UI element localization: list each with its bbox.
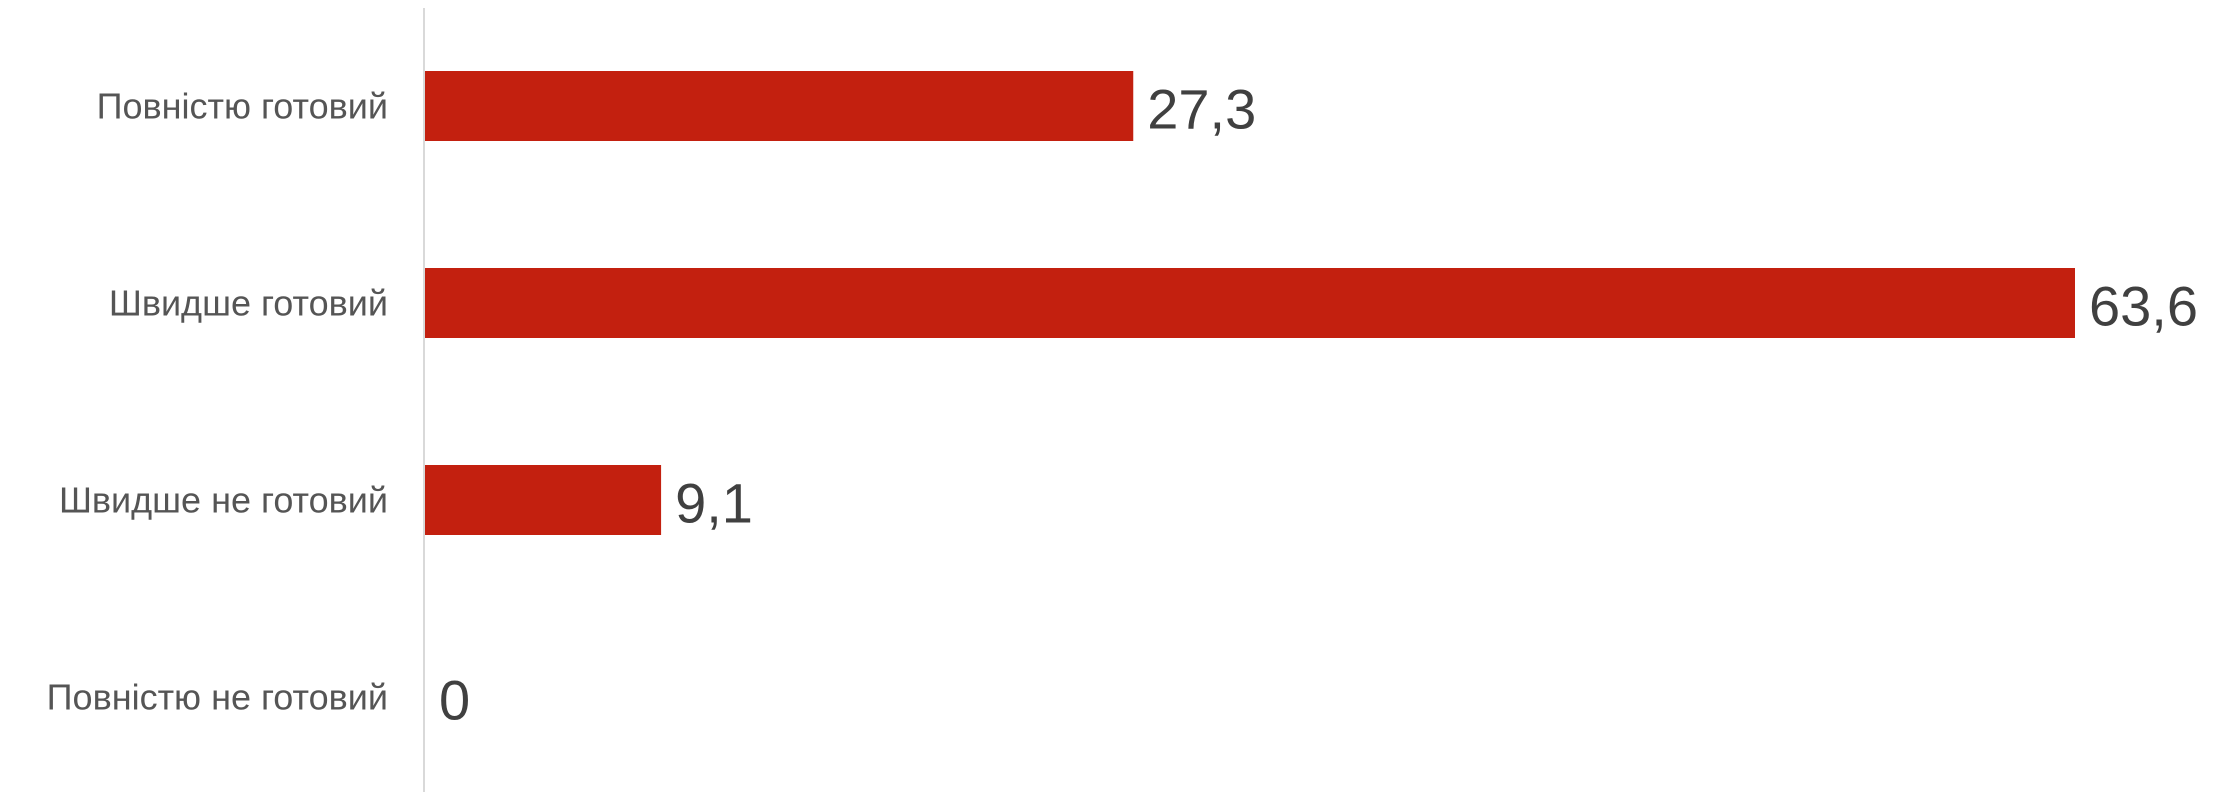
bar [425,465,662,535]
value-label: 27,3 [1147,78,1256,141]
bar [425,71,1134,141]
value-label: 63,6 [2089,275,2198,338]
category-label: Повністю готовий [97,86,388,127]
category-label: Повністю не готовий [47,677,388,718]
category-label: Швидше не готовий [59,480,388,521]
value-label: 9,1 [675,472,753,535]
category-label: Швидше готовий [109,283,388,324]
bars-group: Повністю готовий 27,3 Швидше готовий 63,6 Шв… [47,71,2198,732]
value-label: 0 [439,669,470,732]
bar [425,268,2075,338]
